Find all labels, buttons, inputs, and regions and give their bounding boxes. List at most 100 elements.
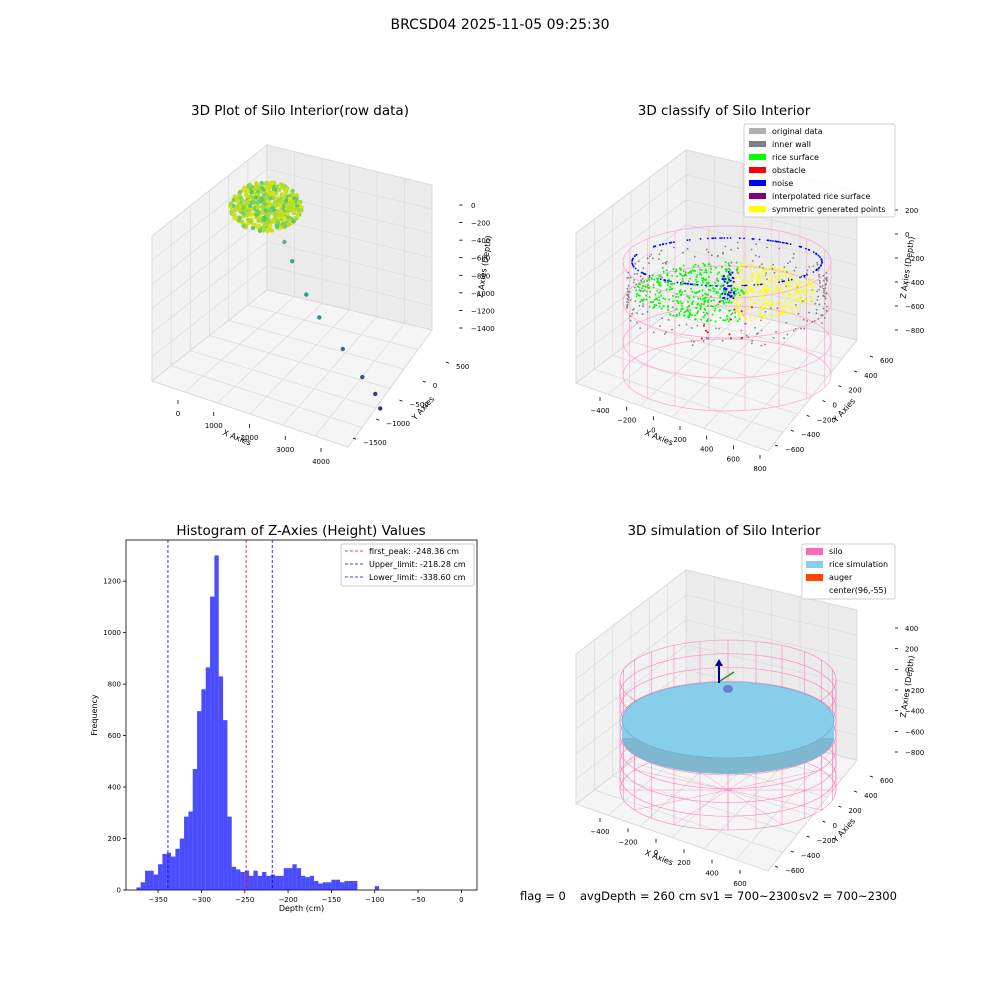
panel2-symmetric-point: [754, 286, 757, 289]
histogram-bar: [344, 880, 349, 890]
panel1-data-point: [268, 208, 273, 213]
panel2-symmetric-point: [735, 299, 738, 302]
panel2-rice-point: [678, 312, 681, 315]
panel4-z-tick-label: 0: [905, 666, 909, 674]
panel1-cluster-point: [263, 184, 268, 189]
panel1-cluster-point: [255, 200, 261, 205]
panel2-symmetric-point: [778, 298, 781, 301]
panel2-inner-wall-point: [736, 241, 739, 244]
panel2-rice-point: [700, 274, 703, 276]
panel2-noise-point: [772, 240, 774, 242]
panel2-inner-wall-point: [633, 273, 636, 275]
panel2-rice-point: [702, 303, 705, 306]
panel4-x-tick-label: 400: [705, 870, 718, 878]
panel2-symmetric-point: [757, 315, 760, 318]
panel2-rice-point: [712, 290, 715, 293]
panel2-rice-point: [665, 288, 668, 291]
panel2-symmetric-point: [774, 267, 777, 270]
panel2-rice-point: [646, 280, 648, 283]
panel2-inner-wall-point: [803, 276, 806, 279]
panel2-rice-point: [659, 281, 662, 284]
panel2-noise-point: [789, 243, 792, 246]
panel2-rice-point: [734, 287, 737, 290]
panel2-symmetric-point: [797, 283, 800, 286]
panel2-rice-point: [707, 288, 710, 291]
panel2-noise-point: [730, 289, 733, 292]
histogram-bar: [205, 667, 211, 890]
panel2-noise-point: [723, 237, 726, 239]
panel2-inner-wall-point: [783, 266, 786, 269]
panel2-symmetric-point: [780, 312, 783, 315]
panel2-noise-point: [732, 280, 735, 283]
panel2-noise-point: [632, 265, 635, 268]
panel2-inner-wall-point: [710, 254, 713, 257]
panel2-y-tick: [774, 444, 779, 447]
panel2-inner-wall-point: [811, 320, 814, 323]
panel2-noise-point: [648, 275, 651, 277]
panel2-rice-point: [676, 275, 679, 278]
panel2-symmetric-point: [738, 296, 741, 298]
panel1-data-point: [274, 223, 280, 228]
panel1-cluster-point: [269, 181, 274, 186]
panel2-inner-wall-point: [824, 287, 827, 290]
panel2-inner-wall-point: [822, 294, 824, 297]
panel2-symmetric-point: [802, 291, 804, 293]
panel2-inner-wall-point: [655, 304, 658, 307]
panel2-inner-wall-point: [690, 327, 693, 329]
panel2-symmetric-point: [737, 305, 740, 308]
panel1-cluster-point: [237, 215, 242, 220]
panel2-legend-swatch: [749, 180, 766, 186]
panel2-noise-point: [699, 238, 702, 240]
panel2-symmetric-point: [791, 311, 794, 314]
panel2-inner-wall-point: [761, 263, 763, 266]
panel2-rice-point: [666, 280, 669, 283]
panel2-legend-swatch: [749, 141, 766, 147]
panel2-inner-wall-point: [745, 322, 747, 325]
panel1-cluster-point: [261, 201, 267, 206]
histogram-bar: [162, 853, 167, 890]
panel2-rice-point: [693, 270, 696, 273]
panel4-y-tick-label: −200: [817, 837, 836, 845]
panel2-rice-point: [697, 302, 699, 305]
panel2-inner-wall-point: [754, 254, 757, 257]
panel2-symmetric-point: [784, 300, 786, 302]
panel2-rice-point: [712, 287, 714, 290]
panel2-noise-point: [783, 241, 785, 244]
panel2-rice-point: [720, 285, 723, 288]
panel2-symmetric-point: [742, 302, 745, 305]
panel2-symmetric-point: [740, 270, 743, 273]
panel2-rice-point: [718, 271, 720, 274]
panel2-noise-point: [820, 264, 823, 266]
panel2-symmetric-point: [768, 305, 771, 308]
panel2-inner-wall-point: [639, 327, 642, 329]
panel2-inner-wall-point: [823, 317, 826, 319]
panel2-inner-wall-point: [690, 340, 693, 343]
panel2-inner-wall-point: [755, 243, 758, 246]
panel2-inner-wall-point: [642, 305, 644, 308]
panel2-symmetric-point: [796, 298, 799, 301]
panel2-symmetric-point: [751, 287, 754, 290]
panel2-symmetric-point: [806, 279, 809, 282]
panel2-y-tick-label: −600: [785, 446, 804, 454]
panel2-z-tick-label: −800: [905, 327, 924, 335]
panel2-symmetric-point: [741, 285, 744, 288]
panel2-inner-wall-point: [685, 323, 688, 326]
panel2-inner-wall-point: [634, 262, 637, 265]
panel1-cluster-point: [248, 212, 254, 217]
panel2-rice-point: [688, 304, 690, 307]
panel2-rice-point: [736, 288, 739, 291]
panel2-noise-point: [654, 245, 657, 248]
panel2-inner-wall-point: [766, 246, 768, 249]
panel2-rice-point: [719, 296, 722, 299]
panel2-noise-point: [799, 245, 802, 248]
panel2-noise-point: [731, 271, 734, 274]
panel2-symmetric-point: [763, 273, 766, 276]
panel2-rice-point: [638, 294, 641, 297]
panel2-rice-point: [701, 281, 704, 284]
panel4-y-tick: [806, 835, 810, 838]
panel2-symmetric-point: [781, 274, 784, 277]
panel2-inner-wall-point: [731, 312, 734, 315]
panel2-rice-point: [697, 297, 700, 300]
panel2-rice-point: [658, 284, 661, 287]
panel2-symmetric-point: [756, 272, 758, 275]
